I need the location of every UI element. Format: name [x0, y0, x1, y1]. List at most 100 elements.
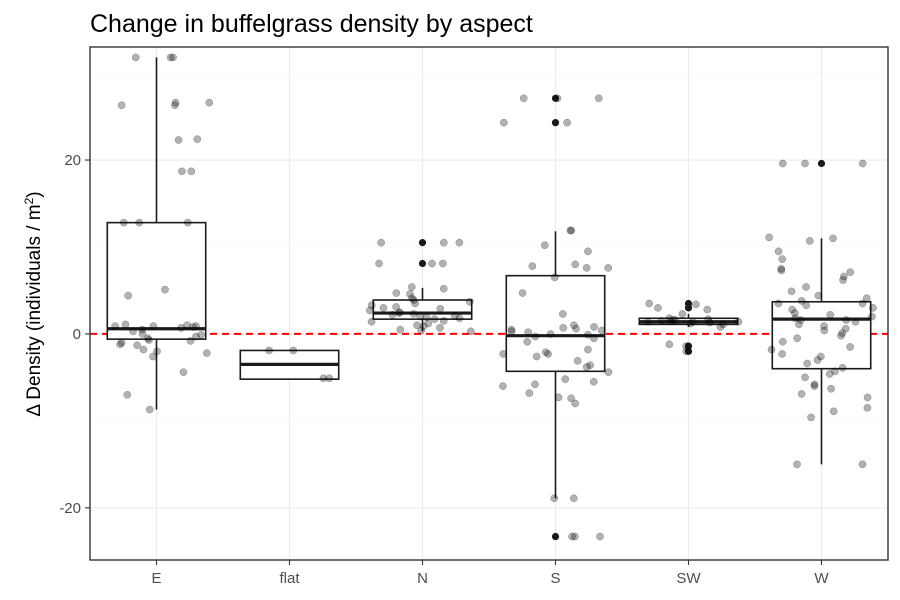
data-point: [774, 247, 783, 256]
data-point: [499, 382, 507, 390]
data-point: [571, 260, 580, 269]
data-point: [793, 460, 801, 469]
data-point: [439, 317, 448, 325]
data-point: [121, 320, 130, 329]
data-point: [704, 315, 713, 324]
data-point: [590, 334, 598, 343]
data-point: [205, 98, 214, 107]
y-tick-label: 20: [64, 152, 81, 169]
data-point: [571, 532, 579, 541]
box-w: [771, 159, 872, 465]
data-point: [801, 373, 809, 382]
data-point: [325, 374, 334, 383]
data-point: [187, 167, 196, 176]
data-point: [138, 330, 147, 338]
data-point: [129, 327, 137, 336]
data-point: [666, 317, 675, 325]
data-point: [586, 361, 595, 370]
data-point: [838, 363, 847, 372]
data-point: [810, 382, 819, 390]
data-point: [767, 345, 776, 354]
data-point: [193, 135, 202, 144]
data-point: [594, 94, 603, 103]
data-point: [439, 284, 448, 293]
boxes: [106, 57, 872, 541]
box-flat: [239, 349, 340, 380]
data-point: [553, 94, 562, 103]
x-tick-label: S: [550, 570, 560, 587]
outlier-point: [817, 159, 826, 168]
data-point: [589, 377, 598, 386]
outlier-point: [684, 342, 693, 350]
points-sw: [644, 299, 743, 356]
data-point: [409, 310, 418, 318]
outlier-point: [684, 299, 693, 308]
x-tick-label: SW: [676, 570, 701, 587]
data-point: [716, 323, 725, 331]
data-point: [682, 347, 691, 356]
data-point: [171, 101, 179, 110]
data-point: [519, 94, 528, 103]
data-point: [408, 294, 416, 303]
data-point: [788, 305, 797, 314]
data-point: [851, 317, 860, 326]
data-point: [424, 319, 433, 328]
y-tick-label: 0: [73, 326, 81, 343]
data-point: [183, 321, 191, 330]
data-point: [787, 287, 796, 296]
data-point: [111, 322, 119, 330]
data-point: [550, 273, 559, 282]
data-point: [777, 264, 786, 273]
data-point: [392, 289, 401, 297]
data-point: [465, 297, 474, 306]
data-point: [678, 310, 687, 318]
data-point: [192, 332, 200, 341]
box-e: [106, 57, 207, 410]
data-point: [671, 316, 680, 324]
data-point: [550, 494, 559, 503]
data-point: [858, 159, 867, 168]
data-point: [837, 331, 845, 340]
data-point: [149, 352, 157, 361]
data-point: [584, 345, 592, 354]
data-point: [133, 341, 141, 350]
data-point: [528, 262, 537, 270]
data-point: [507, 325, 516, 334]
data-point: [597, 326, 606, 335]
data-point: [719, 320, 728, 329]
data-point: [117, 338, 126, 347]
data-point: [839, 276, 847, 284]
data-point: [778, 159, 787, 168]
data-point: [795, 320, 803, 329]
data-point: [689, 317, 697, 326]
data-point: [265, 346, 273, 355]
data-point: [197, 330, 205, 339]
data-point: [149, 322, 158, 330]
y-tick-label: -20: [59, 500, 81, 517]
data-point: [797, 297, 806, 305]
data-point: [396, 325, 405, 334]
data-point: [525, 389, 534, 397]
data-point: [145, 405, 154, 414]
data-point: [518, 289, 527, 297]
points-e: [111, 53, 214, 414]
data-point: [801, 159, 809, 168]
data-point: [161, 285, 169, 294]
data-point: [116, 340, 124, 349]
data-point: [409, 296, 418, 304]
data-point: [846, 343, 855, 351]
data-point: [814, 291, 823, 300]
data-point: [450, 311, 459, 320]
data-point: [289, 346, 298, 355]
data-point: [367, 301, 376, 310]
data-point: [829, 234, 837, 243]
data-point: [124, 291, 133, 300]
data-point: [778, 350, 786, 358]
x-tick-label: W: [814, 570, 829, 587]
data-point: [558, 310, 567, 318]
y-axis-title-suffix: ): [24, 191, 45, 197]
data-point: [703, 305, 712, 314]
outlier-point: [551, 532, 560, 541]
data-point: [705, 318, 714, 327]
points-flat: [265, 346, 334, 383]
